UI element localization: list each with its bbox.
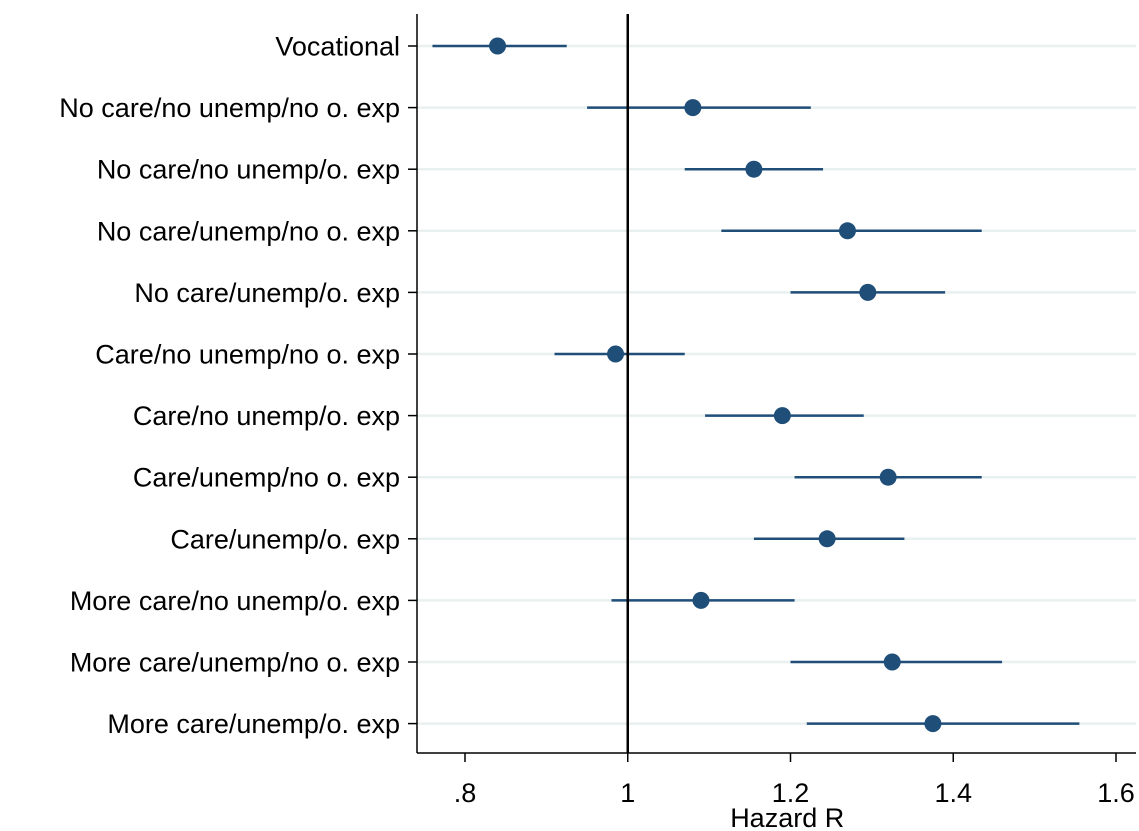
estimate-point: [684, 99, 702, 117]
point-estimates: [489, 37, 942, 733]
x-tick-label: 1.6: [1097, 778, 1135, 808]
category-label: Care/unemp/o. exp: [170, 524, 400, 554]
category-label: Care/no unemp/no o. exp: [95, 340, 400, 370]
category-label: More care/unemp/o. exp: [107, 709, 400, 739]
confidence-intervals: [432, 44, 1080, 725]
estimate-point: [883, 653, 901, 671]
estimate-point: [924, 715, 942, 733]
category-label: No care/unemp/o. exp: [134, 278, 400, 308]
grid-lines: [408, 44, 1136, 725]
x-tick-label: 1.4: [934, 778, 972, 808]
category-label: No care/no unemp/o. exp: [97, 155, 400, 185]
x-axis-title: Hazard R: [730, 803, 844, 831]
category-label: More care/unemp/no o. exp: [70, 648, 400, 678]
x-tick-label: 1.2: [772, 778, 810, 808]
x-tick-label: 1: [620, 778, 635, 808]
category-label: No care/unemp/no o. exp: [97, 216, 400, 246]
category-label: More care/no unemp/o. exp: [70, 586, 400, 616]
estimate-point: [859, 283, 877, 301]
estimate-point: [489, 37, 507, 55]
estimate-point: [818, 530, 836, 548]
estimate-point: [838, 222, 856, 240]
estimate-point: [607, 345, 625, 363]
estimate-point: [745, 160, 763, 178]
estimate-point: [773, 407, 791, 425]
category-label: Care/no unemp/o. exp: [133, 401, 400, 431]
category-label: No care/no unemp/no o. exp: [59, 93, 400, 123]
category-label: Vocational: [275, 32, 400, 62]
category-labels: Vocational No care/no unemp/no o. exp No c…: [59, 32, 400, 740]
estimate-point: [879, 468, 897, 486]
category-label: Care/unemp/no o. exp: [133, 463, 400, 493]
x-tick-label: .8: [454, 778, 477, 808]
estimate-point: [692, 591, 710, 609]
x-axis-ticks: .8 1 1.2 1.4 1.6: [454, 753, 1135, 808]
